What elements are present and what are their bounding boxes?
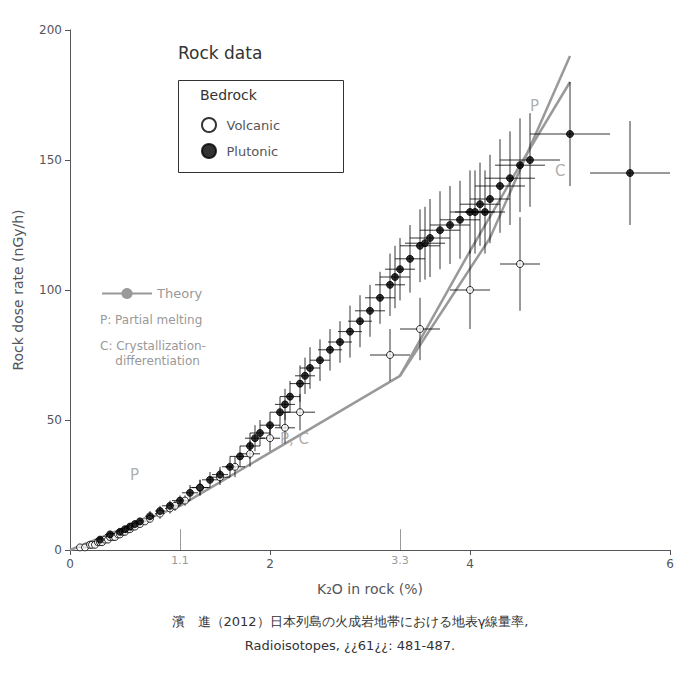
svg-text:200: 200 bbox=[39, 23, 62, 37]
svg-text:2: 2 bbox=[266, 557, 274, 571]
svg-text:C: Crystallization-: C: Crystallization- bbox=[100, 339, 206, 353]
svg-text:P: P bbox=[530, 97, 539, 115]
svg-text:Rock data: Rock data bbox=[178, 43, 262, 63]
svg-text:濱 進（2012）日本列島の火成岩地帯における地表γ線量率,: 濱 進（2012）日本列島の火成岩地帯における地表γ線量率, bbox=[172, 614, 529, 629]
svg-text:0: 0 bbox=[66, 557, 74, 571]
svg-text:Bedrock: Bedrock bbox=[200, 87, 258, 103]
svg-text:Volcanic: Volcanic bbox=[227, 118, 281, 133]
svg-text:Rock dose rate (nGy/h): Rock dose rate (nGy/h) bbox=[10, 209, 26, 370]
svg-text:0: 0 bbox=[54, 543, 62, 557]
svg-text:K₂O in rock (%): K₂O in rock (%) bbox=[317, 581, 423, 597]
svg-text:1.1: 1.1 bbox=[171, 554, 189, 567]
svg-text:150: 150 bbox=[39, 153, 62, 167]
svg-text:C: C bbox=[555, 162, 565, 180]
svg-text:differentiation: differentiation bbox=[100, 354, 200, 368]
svg-text:100: 100 bbox=[39, 283, 62, 297]
svg-text:Theory: Theory bbox=[156, 286, 202, 301]
svg-text:Radioisotopes, ¿¿61¿¿: 481-487: Radioisotopes, ¿¿61¿¿: 481-487. bbox=[245, 638, 455, 653]
svg-text:P: Partial melting: P: Partial melting bbox=[100, 313, 202, 327]
svg-text:50: 50 bbox=[47, 413, 62, 427]
svg-text:Plutonic: Plutonic bbox=[227, 144, 279, 159]
svg-text:6: 6 bbox=[666, 557, 674, 571]
svg-text:4: 4 bbox=[466, 557, 474, 571]
svg-text:P, C: P, C bbox=[280, 430, 309, 448]
svg-text:P: P bbox=[130, 466, 139, 484]
svg-text:3.3: 3.3 bbox=[391, 554, 409, 567]
